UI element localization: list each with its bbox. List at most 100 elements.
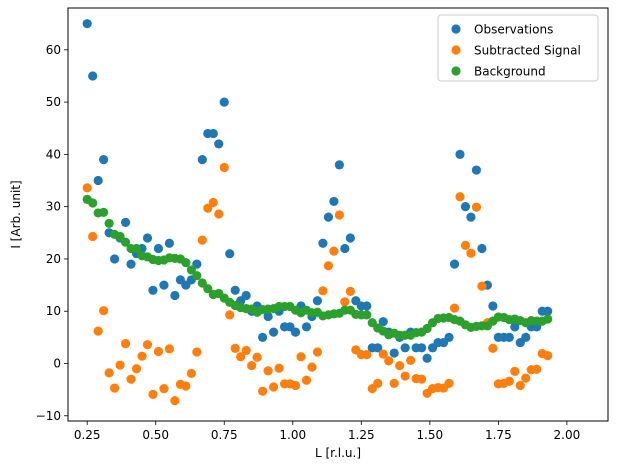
data-point: [515, 380, 525, 391]
data-point: [258, 332, 268, 342]
data-point: [449, 259, 460, 269]
data-point: [137, 351, 147, 361]
data-point: [170, 290, 180, 301]
data-point: [455, 192, 465, 202]
data-point: [504, 332, 514, 342]
data-point: [247, 360, 257, 371]
data-point: [362, 350, 372, 360]
x-axis: 0.25 0.50 0.75 1.00 1.25 1.50 1.75 2.00: [74, 421, 580, 442]
data-point: [389, 348, 399, 358]
data-point: [203, 284, 213, 294]
data-point: [148, 389, 158, 399]
data-point: [104, 218, 114, 228]
data-point: [466, 212, 476, 222]
data-point: [104, 368, 114, 378]
data-point: [362, 310, 372, 320]
data-point: [312, 347, 323, 357]
series-observations: [82, 19, 553, 363]
data-point: [417, 343, 427, 353]
data-point: [93, 175, 103, 186]
data-point: [126, 374, 136, 384]
data-point: [373, 378, 383, 388]
x-tick-label: 0.75: [211, 428, 238, 442]
data-point: [301, 322, 312, 332]
data-point: [477, 243, 487, 254]
data-point: [120, 339, 131, 349]
data-point: [543, 351, 553, 361]
data-point: [170, 396, 180, 406]
data-point: [329, 196, 339, 207]
data-point: [312, 296, 323, 306]
data-point: [225, 310, 235, 320]
x-tick-label: 1.00: [279, 428, 306, 442]
y-tick-label: 40: [46, 147, 61, 161]
data-point: [504, 376, 514, 386]
data-point: [225, 249, 235, 259]
data-point: [126, 259, 136, 269]
legend-marker: [451, 24, 461, 34]
y-tick-label: 30: [46, 200, 61, 214]
data-point: [192, 271, 202, 281]
data-point: [521, 373, 531, 383]
data-point: [488, 343, 498, 353]
data-point: [340, 243, 350, 254]
data-point: [417, 374, 427, 384]
series-subtracted-signal: [82, 162, 553, 406]
data-point: [148, 285, 158, 295]
data-point: [444, 332, 454, 342]
data-point: [384, 356, 394, 366]
data-point: [400, 371, 410, 381]
data-point: [340, 297, 350, 307]
y-tick-label: −10: [36, 409, 61, 423]
data-point: [153, 346, 164, 357]
data-point: [477, 281, 487, 291]
plot-frame: [67, 7, 609, 422]
data-point: [543, 306, 553, 316]
data-point: [186, 368, 196, 379]
data-point: [406, 355, 416, 365]
data-point: [329, 246, 339, 256]
data-point: [268, 382, 279, 392]
legend-box: [437, 14, 599, 82]
data-point: [521, 332, 531, 342]
data-point: [159, 383, 169, 394]
series-layer: [82, 19, 553, 406]
data-point: [460, 240, 471, 250]
data-point: [296, 352, 306, 362]
data-point: [422, 323, 432, 334]
data-point: [455, 149, 465, 159]
data-point: [230, 285, 240, 295]
data-point: [219, 97, 229, 107]
data-point: [378, 349, 388, 359]
data-point: [400, 343, 410, 353]
y-tick-label: 10: [46, 304, 61, 318]
data-point: [82, 19, 92, 29]
data-point: [318, 286, 328, 296]
data-point: [466, 248, 476, 258]
data-point: [99, 155, 109, 165]
data-point: [543, 314, 553, 324]
data-point: [449, 303, 460, 313]
data-point: [258, 386, 268, 396]
data-point: [186, 265, 196, 275]
data-point: [214, 209, 224, 219]
x-tick-label: 1.75: [485, 428, 512, 442]
data-point: [389, 378, 399, 388]
legend-marker: [451, 66, 461, 76]
data-point: [82, 183, 92, 193]
data-point: [323, 212, 334, 222]
data-point: [471, 165, 482, 175]
data-point: [192, 259, 202, 269]
x-tick-label: 2.00: [554, 428, 581, 442]
data-point: [395, 360, 405, 371]
x-tick-label: 1.50: [416, 428, 443, 442]
data-point: [290, 380, 301, 391]
data-point: [274, 363, 284, 373]
y-axis: −10 0 10 20 30 40 50 60: [36, 43, 68, 423]
data-point: [197, 278, 207, 288]
data-point: [203, 203, 213, 213]
y-tick-label: 50: [46, 95, 61, 109]
data-point: [488, 301, 498, 311]
data-point: [378, 317, 388, 327]
